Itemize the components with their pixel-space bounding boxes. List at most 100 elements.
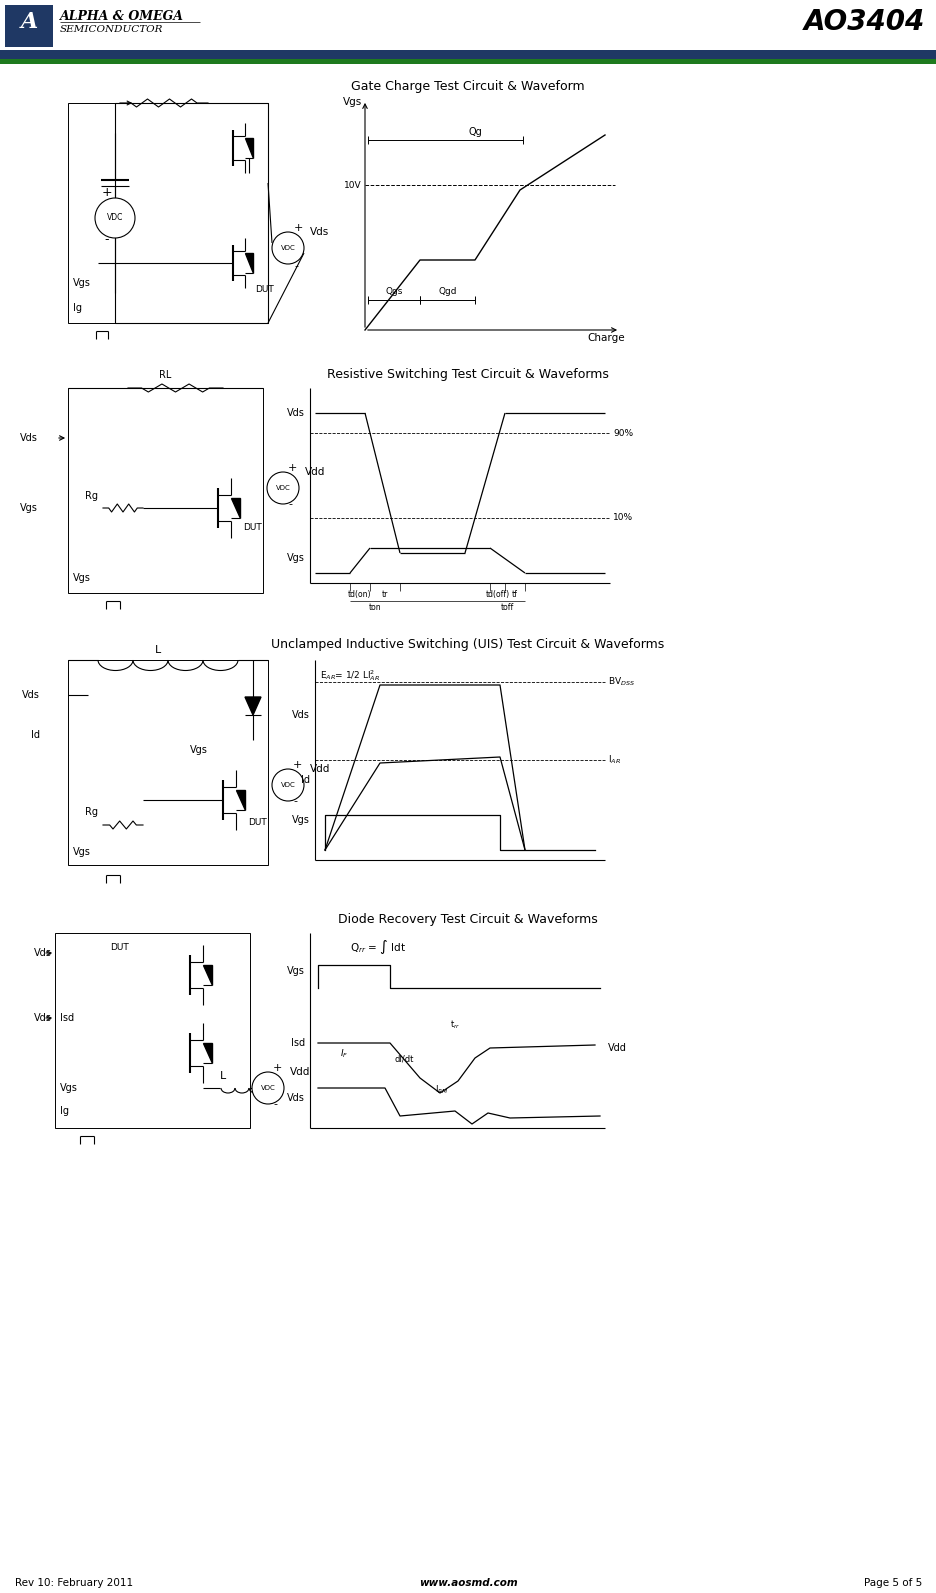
Bar: [68, 660, 268, 865]
Text: Vgs: Vgs: [20, 503, 38, 513]
Text: I$_{AR}$: I$_{AR}$: [607, 753, 621, 766]
Text: td(off): td(off): [486, 589, 509, 599]
Text: Id: Id: [300, 776, 310, 785]
Text: Vgs: Vgs: [286, 965, 305, 977]
Bar: [68, 389, 263, 593]
Text: Vgs: Vgs: [190, 746, 208, 755]
Text: Resistive Switching Test Circuit & Waveforms: Resistive Switching Test Circuit & Wavef…: [327, 368, 608, 381]
Text: 10%: 10%: [612, 513, 633, 523]
Text: SEMICONDUCTOR: SEMICONDUCTOR: [60, 25, 163, 33]
Text: -: -: [105, 234, 110, 247]
Text: Page 5 of 5: Page 5 of 5: [863, 1579, 921, 1588]
Text: Qg: Qg: [468, 127, 482, 137]
Text: Vgs: Vgs: [286, 553, 305, 562]
Text: Vgs: Vgs: [292, 816, 310, 825]
Text: Charge: Charge: [587, 333, 624, 342]
Text: +: +: [287, 464, 297, 473]
Text: tr: tr: [381, 589, 388, 599]
Text: Gate Charge Test Circuit & Waveform: Gate Charge Test Circuit & Waveform: [351, 80, 584, 92]
Text: Ig: Ig: [60, 1106, 69, 1117]
Text: Vds: Vds: [22, 690, 40, 699]
Text: Vgs: Vgs: [73, 847, 91, 857]
Text: VDC: VDC: [280, 245, 295, 252]
Text: Vds: Vds: [34, 1013, 51, 1023]
Text: ALPHA & OMEGA: ALPHA & OMEGA: [60, 10, 183, 22]
Text: A: A: [21, 11, 37, 33]
Text: Vgs: Vgs: [73, 279, 91, 288]
Text: I$_{RM}$: I$_{RM}$: [434, 1083, 448, 1096]
Text: DUT: DUT: [242, 523, 261, 532]
Text: Diode Recovery Test Circuit & Waveforms: Diode Recovery Test Circuit & Waveforms: [338, 913, 597, 926]
Bar: [0, 59, 936, 64]
Text: +: +: [272, 1063, 282, 1074]
Text: Isd: Isd: [290, 1039, 305, 1048]
Bar: [5, 5, 53, 48]
Text: +: +: [294, 223, 303, 233]
Text: L: L: [154, 645, 161, 655]
Text: Vds: Vds: [286, 1093, 305, 1102]
Text: 10V: 10V: [344, 180, 361, 190]
Text: Q$_{rr}$ = $\int$ Idt: Q$_{rr}$ = $\int$ Idt: [350, 938, 406, 956]
Text: Rg: Rg: [85, 808, 98, 817]
Text: L: L: [220, 1070, 226, 1082]
Text: Qgd: Qgd: [438, 287, 456, 296]
Text: Rev 10: February 2011: Rev 10: February 2011: [15, 1579, 133, 1588]
Text: 90%: 90%: [612, 429, 633, 438]
Text: I$_F$: I$_F$: [340, 1048, 348, 1061]
Text: -: -: [287, 499, 292, 510]
Text: Isd: Isd: [60, 1013, 74, 1023]
Text: tf: tf: [511, 589, 518, 599]
Text: Ig: Ig: [73, 303, 82, 312]
Text: DUT: DUT: [255, 285, 273, 295]
Text: Vds: Vds: [286, 408, 305, 417]
Text: -: -: [294, 261, 298, 271]
Polygon shape: [203, 965, 212, 984]
Text: VDC: VDC: [107, 213, 123, 223]
Text: VDC: VDC: [275, 484, 290, 491]
Polygon shape: [231, 499, 240, 518]
Text: -: -: [272, 1099, 277, 1109]
Text: t$_{rr}$: t$_{rr}$: [449, 1020, 460, 1031]
Circle shape: [271, 769, 303, 801]
Text: RL: RL: [158, 370, 171, 381]
Text: Vgs: Vgs: [73, 573, 91, 583]
Text: E$_{AR}$= 1/2 LI$^2_{AR}$: E$_{AR}$= 1/2 LI$^2_{AR}$: [320, 667, 380, 683]
Text: BV$_{DSS}$: BV$_{DSS}$: [607, 675, 635, 688]
Circle shape: [95, 198, 135, 237]
Polygon shape: [244, 139, 253, 158]
Text: Qgs: Qgs: [385, 287, 402, 296]
Text: Id: Id: [31, 730, 40, 741]
Text: Vds: Vds: [20, 433, 38, 443]
Polygon shape: [236, 790, 244, 809]
Text: www.aosmd.com: www.aosmd.com: [418, 1579, 517, 1588]
Text: DUT: DUT: [110, 943, 129, 953]
Text: Vds: Vds: [310, 226, 329, 237]
Circle shape: [252, 1072, 284, 1104]
Text: VDC: VDC: [280, 782, 295, 789]
Bar: [55, 933, 250, 1128]
Text: Vdd: Vdd: [305, 467, 325, 476]
Polygon shape: [244, 698, 261, 715]
Text: Rg: Rg: [85, 491, 98, 502]
Bar: [68, 104, 268, 323]
Text: +: +: [293, 760, 302, 769]
Text: Vds: Vds: [292, 710, 310, 720]
Text: Vdd: Vdd: [607, 1043, 626, 1053]
Text: Unclamped Inductive Switching (UIS) Test Circuit & Waveforms: Unclamped Inductive Switching (UIS) Test…: [271, 639, 664, 652]
Circle shape: [267, 472, 299, 503]
Text: ton: ton: [368, 604, 381, 612]
Polygon shape: [244, 253, 253, 272]
Text: Vds: Vds: [34, 948, 51, 957]
Text: Vdd: Vdd: [289, 1067, 310, 1077]
Circle shape: [271, 233, 303, 264]
Text: td(on): td(on): [348, 589, 372, 599]
Text: DUT: DUT: [248, 817, 267, 827]
Text: Vgs: Vgs: [343, 97, 361, 107]
Bar: [0, 49, 936, 59]
Text: dI/dt: dI/dt: [395, 1055, 414, 1064]
Text: toff: toff: [501, 604, 514, 612]
Text: +: +: [102, 186, 112, 199]
Text: AO3404: AO3404: [803, 8, 924, 37]
Text: Vgs: Vgs: [60, 1083, 78, 1093]
Polygon shape: [203, 1043, 212, 1063]
